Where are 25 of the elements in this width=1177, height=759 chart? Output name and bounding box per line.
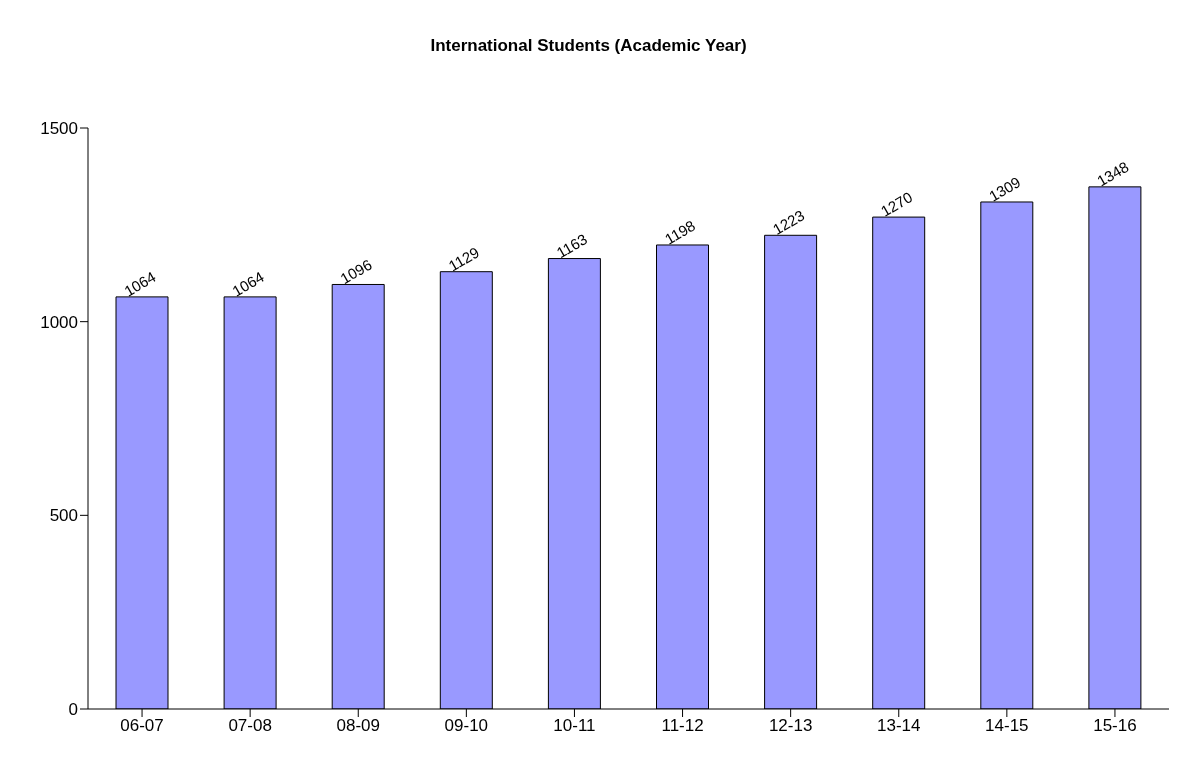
x-tick-label: 13-14 xyxy=(877,716,921,736)
x-tick-label: 15-16 xyxy=(1093,716,1137,736)
data-label: 1309 xyxy=(985,173,1024,205)
data-label: 1198 xyxy=(661,216,699,248)
data-label: 1064 xyxy=(229,268,267,300)
y-tick-label: 0 xyxy=(68,700,78,720)
data-label: 1270 xyxy=(877,188,916,220)
x-tick-label: 07-08 xyxy=(228,716,272,736)
y-tick-label: 1500 xyxy=(40,119,78,139)
data-label: 1096 xyxy=(337,255,375,288)
data-label: 1064 xyxy=(121,268,159,300)
x-tick-label: 09-10 xyxy=(444,716,489,736)
x-tick-label: 08-09 xyxy=(336,716,380,736)
x-tick-label: 10-11 xyxy=(553,716,596,736)
data-label: 1163 xyxy=(553,230,590,262)
chart-title: International Students (Academic Year) xyxy=(429,36,748,56)
x-tick-label: 11-12 xyxy=(661,716,704,736)
x-tick-label: 12-13 xyxy=(768,716,813,736)
y-tick-label: 500 xyxy=(49,506,78,526)
data-label: 1223 xyxy=(769,206,808,238)
data-label: 1129 xyxy=(445,243,482,275)
x-tick-label: 14-15 xyxy=(985,716,1029,736)
data-label: 1348 xyxy=(1094,158,1132,190)
y-tick-label: 1000 xyxy=(40,312,78,332)
x-tick-label: 06-07 xyxy=(120,716,164,736)
